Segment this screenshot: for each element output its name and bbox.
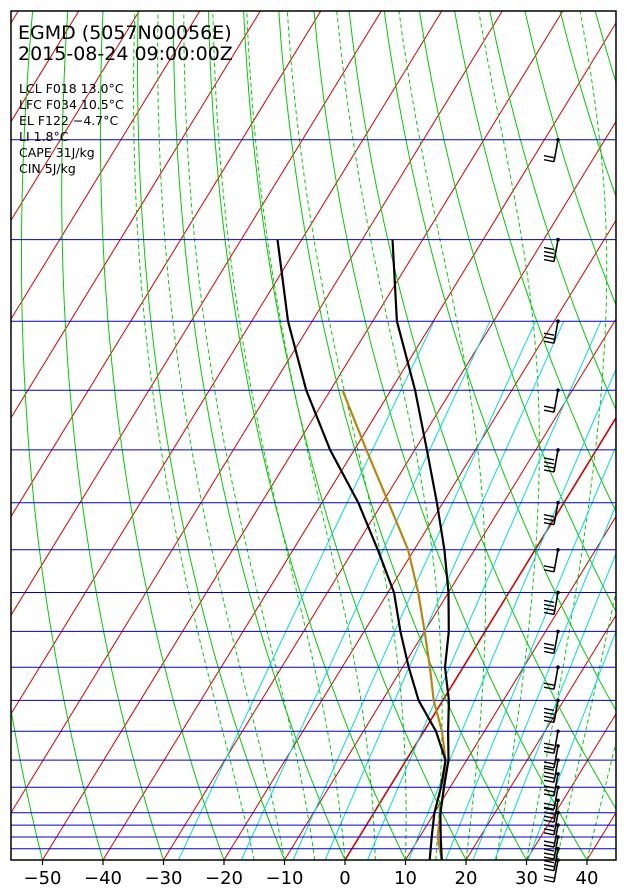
wind-barb xyxy=(543,729,560,754)
x-tick-label: 0 xyxy=(339,868,350,889)
wind-barb xyxy=(543,448,560,473)
wind-barb xyxy=(543,137,560,163)
x-tick-label: 30 xyxy=(515,868,538,889)
moist-adiabat xyxy=(336,11,443,860)
moist-adiabat xyxy=(478,11,540,860)
dry-adiabat xyxy=(99,11,225,860)
dry-adiabat xyxy=(136,11,285,860)
wind-barb xyxy=(543,237,560,263)
moist-adiabat xyxy=(212,11,346,860)
mixing-ratio-line xyxy=(445,444,616,860)
moist-adiabat xyxy=(246,11,376,860)
moist-adiabat xyxy=(398,11,487,860)
isotherm xyxy=(223,219,616,860)
x-tick-label: −30 xyxy=(145,868,183,889)
isotherm xyxy=(11,11,201,321)
mixing-ratio-line xyxy=(177,320,435,860)
isotherm xyxy=(526,713,616,860)
isotherm xyxy=(11,11,322,518)
isotherm xyxy=(11,11,382,617)
moist-adiabat xyxy=(526,11,608,860)
dry-adiabat xyxy=(454,11,616,513)
x-tick-label: 10 xyxy=(394,868,417,889)
index-lfc: LFC F034 10.5°C xyxy=(19,97,124,112)
x-tick-label: 20 xyxy=(455,868,478,889)
moist-adiabat xyxy=(556,589,616,860)
wind-barb xyxy=(543,811,560,836)
isotherm xyxy=(42,11,564,860)
dry-adiabat xyxy=(11,706,43,860)
wind-barb xyxy=(543,590,560,616)
isotherm xyxy=(465,614,616,860)
moist-adiabat xyxy=(132,11,255,860)
dewpoint-trace xyxy=(276,239,447,860)
index-lcl: LCL F018 13.0°C xyxy=(19,81,124,96)
moist-adiabat xyxy=(586,740,616,860)
isotherm xyxy=(284,318,616,860)
x-tick-label: −20 xyxy=(205,868,243,889)
index-el: EL F122 −4.7°C xyxy=(19,113,118,128)
chart-grid xyxy=(11,11,616,860)
dry-adiabat xyxy=(559,11,616,198)
index-li: LI 1.8°C xyxy=(19,129,69,144)
x-tick-label: −40 xyxy=(84,868,122,889)
mixing-ratio-line xyxy=(494,552,616,860)
wind-barb xyxy=(543,388,560,413)
dry-adiabat xyxy=(383,11,616,712)
isotherm xyxy=(11,11,140,222)
chart-subtitle: 2015-08-24 09:00:00Z xyxy=(18,43,233,65)
x-tick-label: −10 xyxy=(266,868,304,889)
wind-barb xyxy=(543,772,560,797)
isotherm xyxy=(344,416,616,860)
wind-barb xyxy=(543,798,560,823)
wind-barb xyxy=(543,500,560,526)
dry-adiabat xyxy=(524,11,616,307)
dry-adiabat xyxy=(61,11,164,860)
moist-adiabat xyxy=(157,11,285,860)
sounding-profiles xyxy=(276,239,451,860)
isotherm xyxy=(11,11,261,419)
dry-adiabat xyxy=(172,11,346,860)
index-cape: CAPE 31J/kg xyxy=(19,145,95,160)
chart-title: EGMD (5057N00056E) xyxy=(18,22,232,44)
wind-barb xyxy=(543,758,560,783)
dry-adiabat xyxy=(348,11,616,810)
wind-barbs xyxy=(543,137,560,883)
x-axis: −50 −40 −30 −20 −10 0 10 20 30 40 xyxy=(24,860,599,889)
wind-barb xyxy=(543,698,560,724)
mixing-ratio-line xyxy=(472,503,616,860)
dry-adiabat xyxy=(278,11,527,860)
moist-adiabat xyxy=(183,11,316,860)
isotherm xyxy=(586,811,616,860)
isotherm xyxy=(11,11,503,814)
dry-adiabat xyxy=(418,11,616,613)
wind-barb xyxy=(543,823,560,848)
dry-adiabat xyxy=(594,11,616,84)
wind-barb xyxy=(543,744,560,769)
wind-barb xyxy=(543,319,560,344)
dry-adiabat xyxy=(21,11,104,860)
isotherm xyxy=(102,21,616,860)
dry-adiabat xyxy=(208,11,406,860)
dry-adiabat xyxy=(313,11,588,860)
isotherm xyxy=(405,515,616,860)
wind-barb xyxy=(543,785,560,810)
dry-adiabat xyxy=(243,11,467,860)
index-cin: CIN 5J/kg xyxy=(19,161,76,176)
wind-barb xyxy=(543,665,560,690)
dry-adiabat xyxy=(489,11,616,411)
mixing-ratio-line xyxy=(292,320,537,860)
plot-frame xyxy=(10,10,617,861)
x-tick-label: −50 xyxy=(24,868,62,889)
wind-barb xyxy=(543,629,560,655)
wind-barb xyxy=(543,548,560,573)
temperature-trace xyxy=(391,239,451,860)
x-tick-label: 40 xyxy=(576,868,599,889)
moist-adiabat xyxy=(286,11,407,860)
